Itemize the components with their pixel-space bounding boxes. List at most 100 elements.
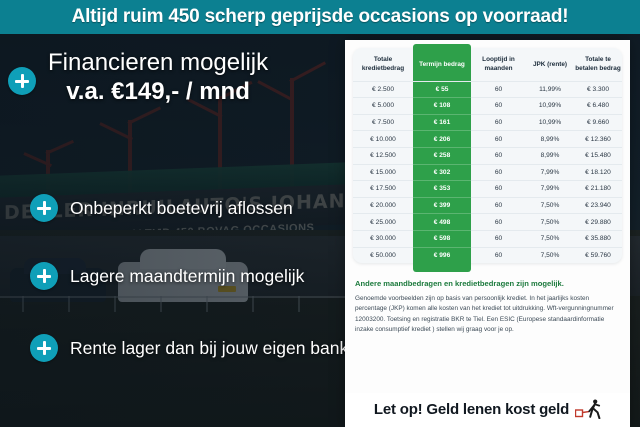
table-cell: 7,50% bbox=[526, 246, 574, 264]
table-cell: € 15.000 bbox=[353, 163, 413, 181]
table-row: € 5.000 € 108 60 10,99% € 6.480 bbox=[353, 97, 622, 115]
plus-circle-icon bbox=[30, 334, 58, 362]
feature-item-3: Rente lager dan bij jouw eigen bank bbox=[30, 334, 348, 362]
table-cell: 60 bbox=[471, 229, 526, 247]
rate-table-card: Totale kredietbedrag Termijn bedrag Loop… bbox=[353, 44, 622, 273]
table-cell: € 302 bbox=[413, 163, 471, 181]
table-cell: € 498 bbox=[413, 213, 471, 231]
table-cell: 60 bbox=[471, 163, 526, 181]
table-cell: € 6.480 bbox=[574, 97, 622, 115]
column-header-totale-kredietbedrag: Totale kredietbedrag bbox=[361, 56, 405, 73]
plus-circle-icon bbox=[30, 194, 58, 222]
table-cell: € 2.500 bbox=[353, 80, 413, 98]
table-cell: 8,99% bbox=[526, 146, 574, 165]
table-cell: € 353 bbox=[413, 180, 471, 198]
table-cell: € 399 bbox=[413, 196, 471, 214]
table-cell: 7,99% bbox=[526, 180, 574, 198]
disclaimer-body: Genoemde voorbeelden zijn op basis van p… bbox=[355, 294, 614, 334]
table-cell: € 598 bbox=[413, 229, 471, 247]
plus-circle-icon bbox=[8, 67, 36, 95]
table-cell: 60 bbox=[471, 196, 526, 214]
table-cell: € 161 bbox=[413, 113, 471, 131]
table-cell: 7,50% bbox=[526, 213, 574, 231]
column-header-termijn-bedrag: Termijn bedrag bbox=[419, 60, 465, 68]
feature-item-label: Rente lager dan bij jouw eigen bank bbox=[70, 337, 349, 358]
table-row: € 25.000 € 498 60 7,50% € 29.880 bbox=[353, 213, 622, 231]
table-cell: € 17.500 bbox=[353, 180, 413, 198]
disclaimer-note: Andere maandbedragen en kredietbedragen … bbox=[345, 263, 630, 335]
table-cell: 60 bbox=[471, 80, 526, 98]
headline-text: Financieren mogelijk v.a. €149,- / mnd bbox=[48, 49, 268, 107]
table-row: € 10.000 € 206 60 8,99% € 12.360 bbox=[353, 130, 622, 148]
column-header-totale-te-betalen: Totale te betalen bedrag bbox=[575, 56, 621, 73]
feature-item-1: Onbeperkt boetevrij aflossen bbox=[30, 194, 293, 222]
rate-table: Totale kredietbedrag Termijn bedrag Loop… bbox=[353, 48, 622, 264]
feature-item-label: Onbeperkt boetevrij aflossen bbox=[70, 197, 293, 218]
table-cell: € 7.500 bbox=[353, 113, 413, 131]
table-cell: 11,99% bbox=[526, 80, 574, 98]
table-cell: € 12.500 bbox=[353, 146, 413, 165]
table-cell: 60 bbox=[471, 97, 526, 115]
table-cell: 60 bbox=[471, 246, 526, 264]
table-cell: € 996 bbox=[413, 246, 471, 264]
table-cell: 10,99% bbox=[526, 113, 574, 131]
table-cell: € 30.000 bbox=[353, 229, 413, 247]
table-cell: € 23.940 bbox=[574, 196, 622, 214]
table-cell: € 55 bbox=[413, 80, 471, 98]
table-cell: € 3.300 bbox=[574, 80, 622, 98]
table-cell: € 59.760 bbox=[574, 246, 622, 264]
table-row: € 12.500 € 258 60 8,99% € 15.480 bbox=[353, 146, 622, 165]
table-row: € 7.500 € 161 60 10,99% € 9.660 bbox=[353, 113, 622, 131]
table-cell: € 12.360 bbox=[574, 130, 622, 148]
table-row: € 50.000 € 996 60 7,50% € 59.760 bbox=[353, 246, 622, 264]
table-cell: 60 bbox=[471, 146, 526, 165]
feature-item-label: Lagere maandtermijn mogelijk bbox=[70, 265, 305, 286]
table-row: € 30.000 € 598 60 7,50% € 35.880 bbox=[353, 229, 622, 247]
table-cell: € 20.000 bbox=[353, 196, 413, 214]
feature-item-2: Lagere maandtermijn mogelijk bbox=[30, 262, 304, 290]
table-cell: 60 bbox=[471, 180, 526, 198]
top-banner: Altijd ruim 450 scherp geprijsde occasio… bbox=[0, 0, 640, 34]
table-cell: 7,50% bbox=[526, 229, 574, 247]
table-cell: € 29.880 bbox=[574, 213, 622, 231]
table-card-wrapper: Totale kredietbedrag Termijn bedrag Loop… bbox=[345, 40, 630, 273]
plus-circle-icon bbox=[30, 262, 58, 290]
table-cell: € 21.180 bbox=[574, 180, 622, 198]
feature-list: Financieren mogelijk v.a. €149,- / mnd O… bbox=[0, 34, 348, 427]
table-cell: € 25.000 bbox=[353, 213, 413, 231]
table-cell: 10,99% bbox=[526, 97, 574, 115]
table-cell: € 15.480 bbox=[574, 146, 622, 165]
table-cell: 60 bbox=[471, 130, 526, 148]
man-pulling-block-icon bbox=[574, 399, 601, 420]
table-row: € 2.500 € 55 60 11,99% € 3.300 bbox=[353, 80, 622, 98]
headline-line-1: Financieren mogelijk bbox=[48, 49, 269, 76]
table-cell: € 206 bbox=[413, 130, 471, 148]
rate-table-body: € 2.500 € 55 60 11,99% € 3.300 € 5.000 € 108 60… bbox=[353, 80, 622, 264]
table-cell: 7,50% bbox=[526, 196, 574, 214]
credit-warning-text: Let op! Geld lenen kost geld bbox=[373, 400, 570, 418]
disclaimer-title: Andere maandbedragen en kredietbedragen … bbox=[355, 279, 564, 289]
table-cell: 7,99% bbox=[526, 163, 574, 181]
table-cell: € 9.660 bbox=[574, 113, 622, 131]
table-row: € 15.000 € 302 60 7,99% € 18.120 bbox=[353, 163, 622, 181]
headline-line-2: v.a. €149,- / mnd bbox=[66, 78, 250, 106]
column-header-looptijd: Looptijd in maanden bbox=[482, 56, 515, 73]
table-cell: € 108 bbox=[413, 97, 471, 115]
finance-info-panel: Totale kredietbedrag Termijn bedrag Loop… bbox=[345, 40, 630, 427]
headline-block: Financieren mogelijk v.a. €149,- / mnd bbox=[8, 49, 268, 107]
table-cell: € 35.880 bbox=[574, 229, 622, 247]
credit-warning-bar: Let op! Geld lenen kost geld bbox=[345, 393, 630, 427]
table-header-row: Totale kredietbedrag Termijn bedrag Loop… bbox=[353, 48, 622, 81]
table-cell: 8,99% bbox=[526, 130, 574, 148]
top-banner-text: Altijd ruim 450 scherp geprijsde occasio… bbox=[71, 6, 569, 27]
table-cell: € 5.000 bbox=[353, 97, 413, 115]
table-row: € 20.000 € 399 60 7,50% € 23.940 bbox=[353, 196, 622, 214]
column-header-jpk: JPK (rente) bbox=[532, 60, 568, 68]
table-cell: € 10.000 bbox=[353, 130, 413, 148]
table-cell: € 18.120 bbox=[574, 163, 622, 181]
table-cell: 60 bbox=[471, 113, 526, 131]
table-cell: 60 bbox=[471, 213, 526, 231]
table-cell: € 50.000 bbox=[353, 246, 413, 264]
table-cell: € 258 bbox=[413, 146, 471, 165]
